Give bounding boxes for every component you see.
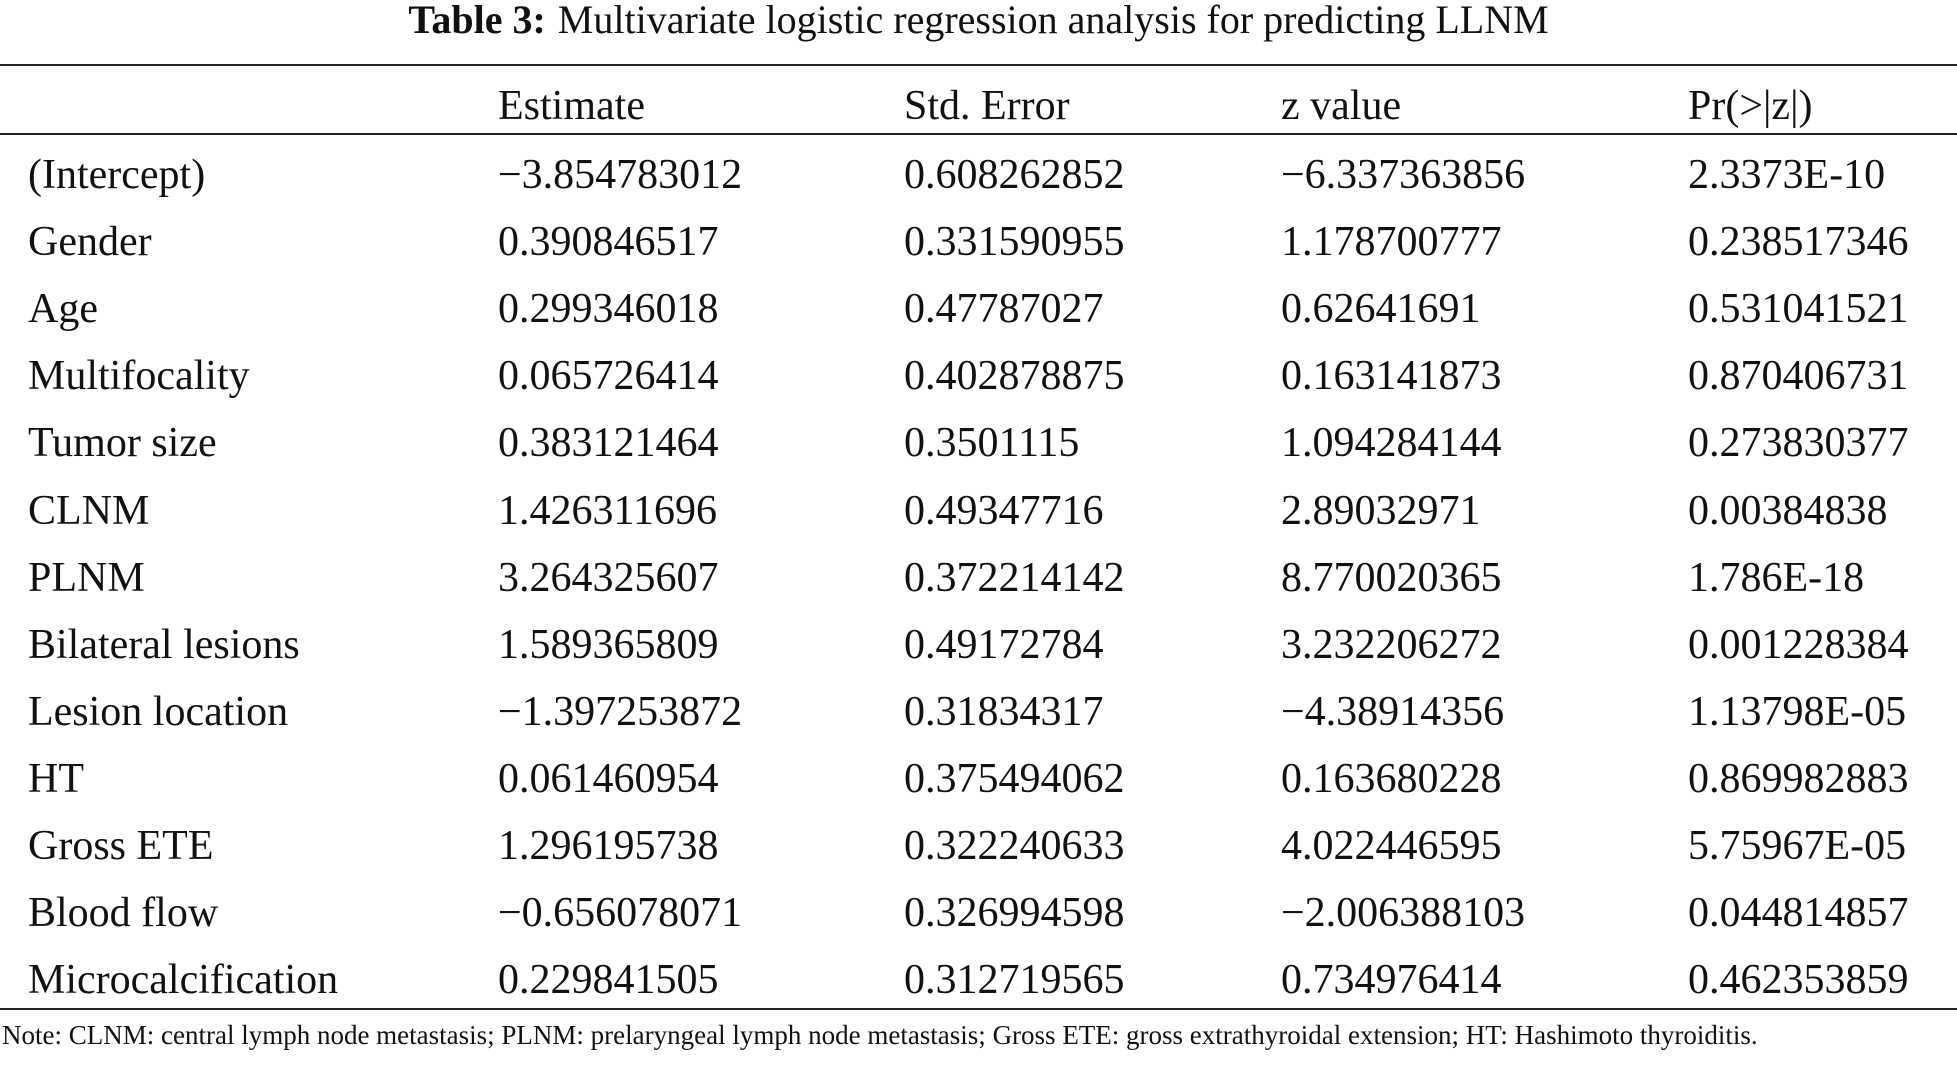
- row-label: Age: [28, 286, 98, 333]
- table-cell: 0.331590955: [904, 219, 1125, 266]
- column-header: Estimate: [498, 83, 645, 129]
- table-cell: 0.163680228: [1281, 755, 1502, 802]
- table-cell: 0.49347716: [904, 487, 1104, 534]
- table-cell: 0.402878875: [904, 353, 1125, 400]
- row-label: HT: [28, 755, 84, 802]
- table-cell: 1.589365809: [498, 621, 719, 668]
- table-caption: Table 3: Multivariate logistic regression…: [0, 0, 1957, 40]
- table-cell: 0.322240633: [904, 823, 1125, 869]
- table-cell: 0.62641691: [1281, 286, 1481, 333]
- row-label: Gross ETE: [28, 823, 214, 869]
- table-cell: 0.299346018: [498, 286, 719, 333]
- table-cell: 0.312719565: [904, 957, 1125, 1004]
- table-cell: 0.044814857: [1688, 890, 1909, 937]
- table-cell: 5.75967E-05: [1688, 823, 1907, 869]
- table-cell: −1.397253872: [498, 688, 743, 735]
- row-label: Gender: [28, 219, 152, 266]
- table-cell: −4.38914356: [1281, 688, 1505, 735]
- table-cell: 1.178700777: [1281, 219, 1502, 266]
- table-cell: 1.094284144: [1281, 420, 1502, 467]
- table-cell: −0.656078071: [498, 890, 743, 937]
- table-cell: 2.89032971: [1281, 487, 1481, 534]
- table-cell: 0.00384838: [1688, 487, 1888, 534]
- table-cell: 3.264325607: [498, 554, 719, 601]
- table-cell: 1.426311696: [498, 487, 717, 534]
- top-rule: [0, 64, 1957, 66]
- table-cell: 0.229841505: [498, 957, 719, 1004]
- table-cell: 0.870406731: [1688, 353, 1909, 400]
- row-label: Multifocality: [28, 353, 250, 400]
- row-label: CLNM: [28, 487, 150, 534]
- table-cell: 4.022446595: [1281, 823, 1502, 869]
- table-cell: 0.273830377: [1688, 420, 1909, 467]
- row-label: PLNM: [28, 554, 145, 601]
- table-cell: −3.854783012: [498, 152, 743, 198]
- table-cell: 0.001228384: [1688, 621, 1909, 668]
- caption-text: Multivariate logistic regression analysi…: [557, 0, 1549, 42]
- table-cell: 0.869982883: [1688, 755, 1909, 802]
- table-cell: −6.337363856: [1281, 152, 1526, 198]
- table-cell: 1.786E-18: [1688, 554, 1865, 601]
- table-cell: 0.238517346: [1688, 219, 1909, 266]
- row-label: Blood flow: [28, 890, 219, 937]
- table-cell: 3.232206272: [1281, 621, 1502, 668]
- row-label: Tumor size: [28, 420, 217, 467]
- table-cell: 8.770020365: [1281, 554, 1502, 601]
- table-cell: 0.065726414: [498, 353, 719, 400]
- column-header: Std. Error: [904, 83, 1070, 129]
- row-label: Lesion location: [28, 688, 289, 735]
- row-label: Microcalcification: [28, 957, 339, 1004]
- table-cell: 0.31834317: [904, 688, 1104, 735]
- table-cell: 0.47787027: [904, 286, 1104, 333]
- table-cell: 0.383121464: [498, 420, 719, 467]
- table-note: Note: CLNM: central lymph node metastasi…: [2, 1020, 1758, 1050]
- table-cell: 1.296195738: [498, 823, 719, 869]
- table-cell: 0.734976414: [1281, 957, 1502, 1004]
- table-cell: 0.608262852: [904, 152, 1125, 198]
- row-label: Bilateral lesions: [28, 621, 300, 668]
- table-cell: −2.006388103: [1281, 890, 1526, 937]
- table-cell: 1.13798E-05: [1688, 688, 1907, 735]
- table-cell: 0.390846517: [498, 219, 719, 266]
- table-cell: 0.3501115: [904, 420, 1080, 467]
- table-cell: 0.462353859: [1688, 957, 1909, 1004]
- table-cell: 0.49172784: [904, 621, 1104, 668]
- header-rule: [0, 133, 1957, 135]
- table-cell: 0.326994598: [904, 890, 1125, 937]
- column-header: Pr(>|z|): [1688, 83, 1813, 129]
- table-cell: 0.372214142: [904, 554, 1125, 601]
- table-cell: 0.375494062: [904, 755, 1125, 802]
- bottom-rule: [0, 1008, 1957, 1010]
- table-cell: 2.3373E-10: [1688, 152, 1886, 198]
- table-cell: 0.163141873: [1281, 353, 1502, 400]
- caption-label: Table 3:: [408, 0, 546, 42]
- column-header: z value: [1281, 83, 1402, 129]
- table-cell: 0.531041521: [1688, 286, 1909, 333]
- table-cell: 0.061460954: [498, 755, 719, 802]
- row-label: (Intercept): [28, 152, 206, 198]
